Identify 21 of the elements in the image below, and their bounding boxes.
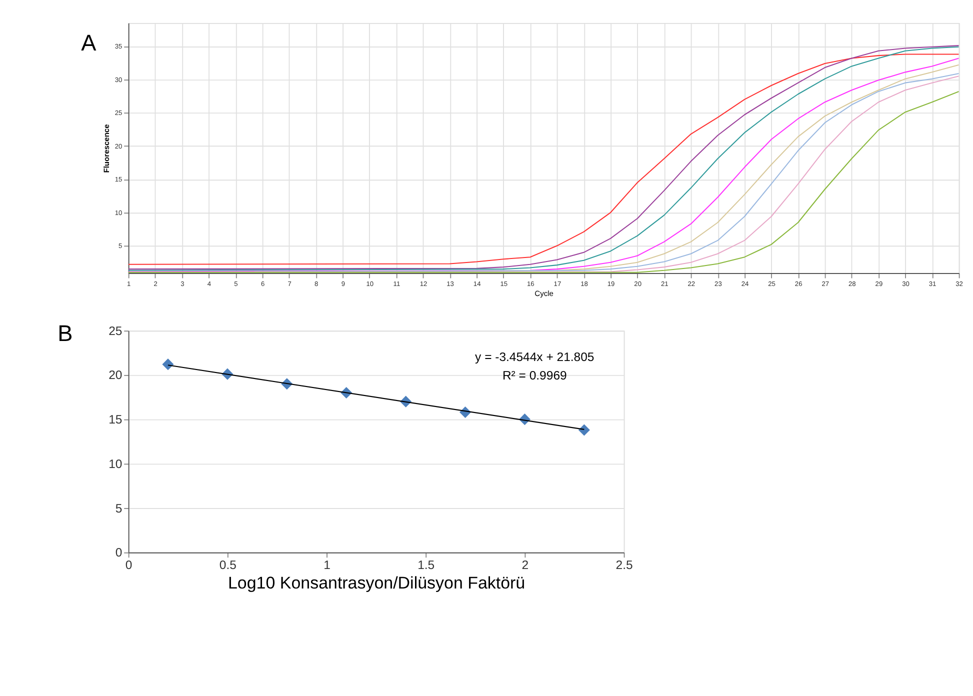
text: B xyxy=(58,321,73,346)
y-tick-label: 0 xyxy=(115,546,122,560)
point xyxy=(578,424,590,436)
y-tick-label: 15 xyxy=(108,412,122,427)
x-tick-label: 0.5 xyxy=(219,558,237,572)
point xyxy=(162,358,174,370)
y-tick-label: 5 xyxy=(115,501,122,516)
y-axis-title: Fluorescence xyxy=(102,124,112,173)
x-tick-label: 0 xyxy=(125,558,132,572)
annotation: R² = 0.9969 xyxy=(502,368,567,383)
y-tick-label: 10 xyxy=(108,456,122,471)
x-axis-title: Cycle xyxy=(534,289,554,298)
x-tick-label: 1 xyxy=(324,558,331,572)
y-tick-label: 20 xyxy=(108,368,122,382)
x-tick-label: 1.5 xyxy=(418,558,435,572)
x-axis-title: Log10 Konsantrasyon/Dilüsyon Faktörü xyxy=(228,574,526,593)
x-tick-label: 2.5 xyxy=(616,558,633,572)
annotation: y = -3.4544x + 21.805 xyxy=(475,350,594,364)
y-tick-label: 25 xyxy=(108,324,122,338)
text: A xyxy=(81,30,98,56)
x-tick-label: 2 xyxy=(522,558,529,572)
